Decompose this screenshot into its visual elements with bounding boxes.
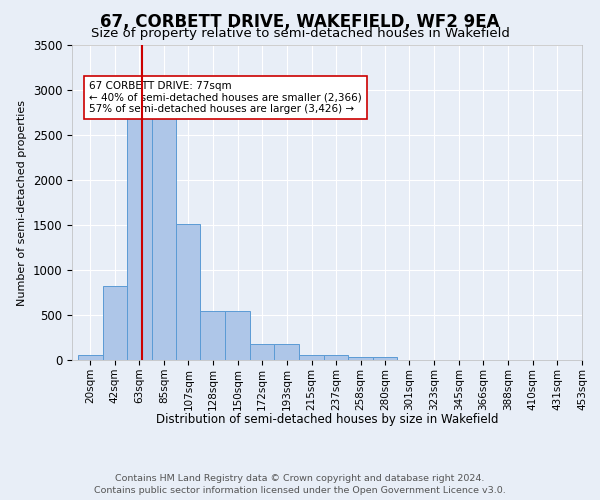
Bar xyxy=(373,357,397,360)
Y-axis label: Number of semi-detached properties: Number of semi-detached properties xyxy=(17,100,27,306)
Bar xyxy=(226,310,250,360)
Bar xyxy=(299,354,324,360)
Bar xyxy=(152,106,176,360)
Text: 67 CORBETT DRIVE: 77sqm
← 40% of semi-detached houses are smaller (2,366)
57% of: 67 CORBETT DRIVE: 77sqm ← 40% of semi-de… xyxy=(89,81,362,114)
Bar xyxy=(324,354,348,360)
Bar xyxy=(127,106,152,360)
Bar xyxy=(250,344,274,360)
Text: 67, CORBETT DRIVE, WAKEFIELD, WF2 9EA: 67, CORBETT DRIVE, WAKEFIELD, WF2 9EA xyxy=(100,12,500,30)
Bar xyxy=(77,354,103,360)
Text: Contains HM Land Registry data © Crown copyright and database right 2024.
Contai: Contains HM Land Registry data © Crown c… xyxy=(94,474,506,495)
Bar xyxy=(274,344,299,360)
Bar xyxy=(200,310,226,360)
Bar xyxy=(348,357,373,360)
Bar xyxy=(176,224,200,360)
X-axis label: Distribution of semi-detached houses by size in Wakefield: Distribution of semi-detached houses by … xyxy=(156,412,498,426)
Bar xyxy=(103,286,127,360)
Text: Size of property relative to semi-detached houses in Wakefield: Size of property relative to semi-detach… xyxy=(91,28,509,40)
